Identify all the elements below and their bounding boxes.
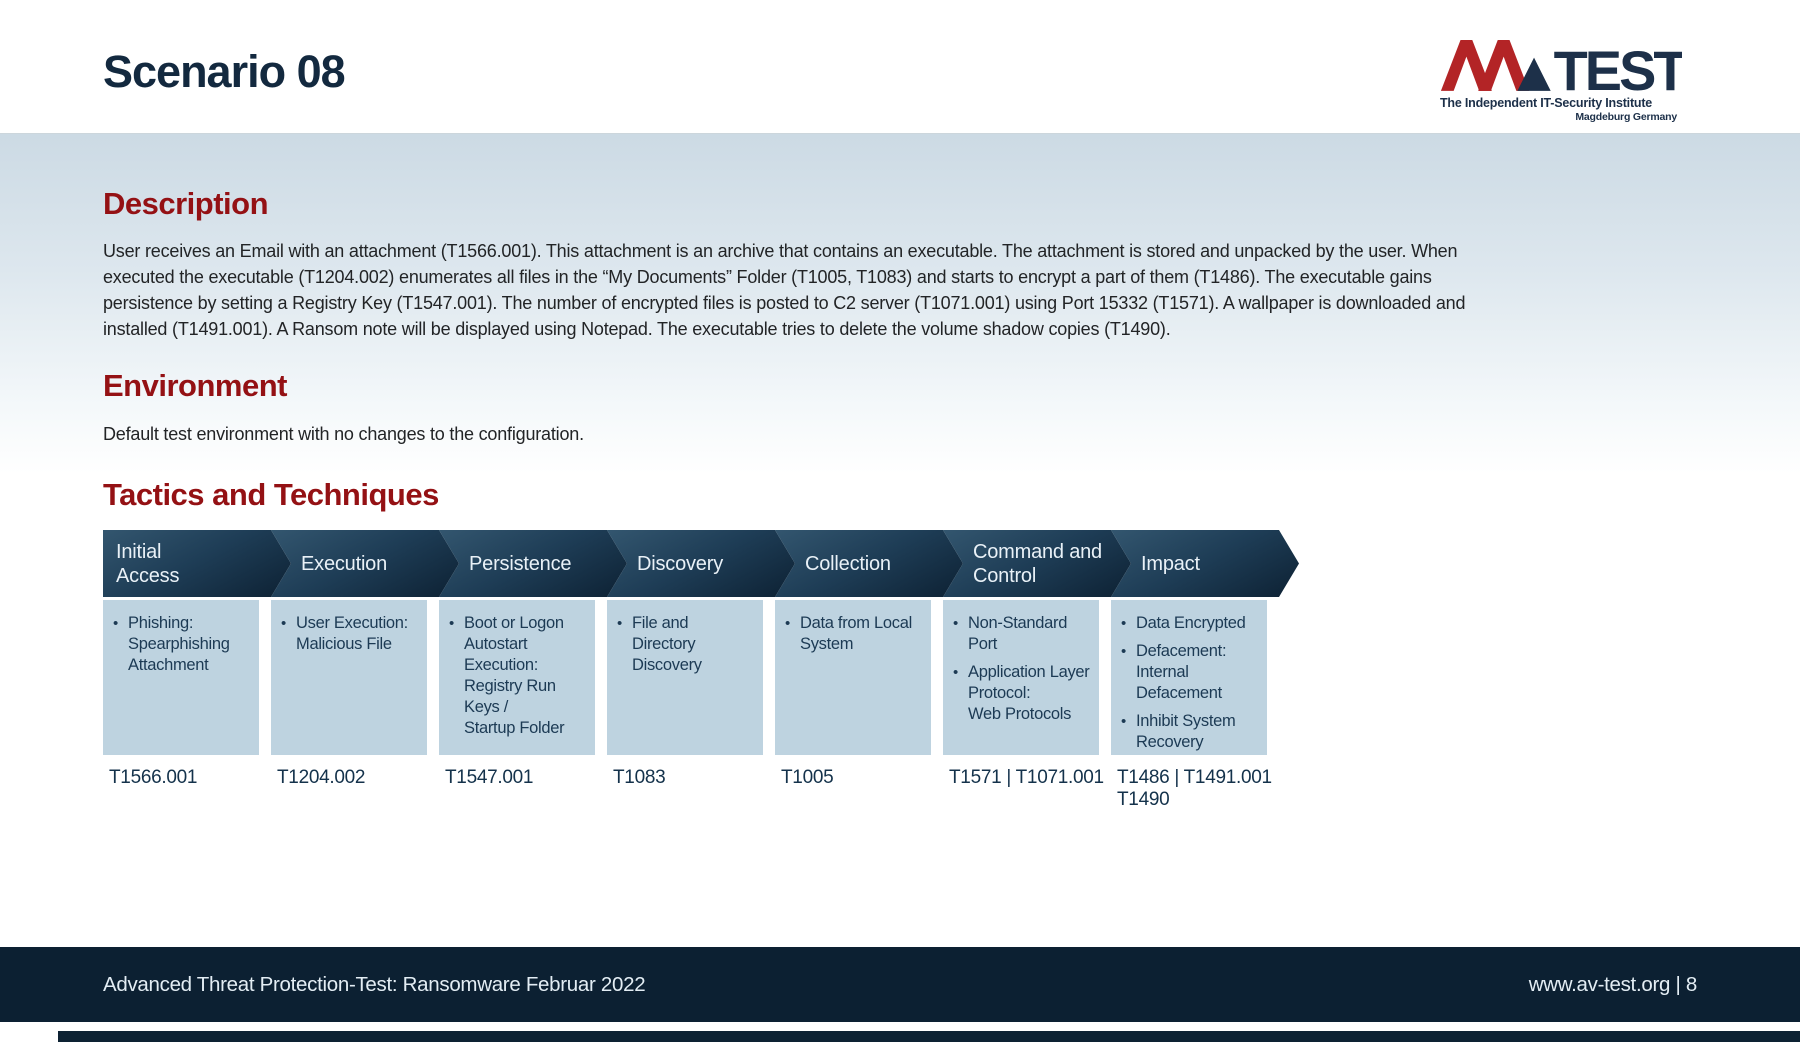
technique-item: • Data from Local System bbox=[785, 613, 923, 655]
technique-id: T1083 bbox=[613, 767, 666, 788]
bullet-icon: • bbox=[281, 615, 287, 632]
tactic-label: Collection bbox=[805, 552, 891, 575]
page-title: Scenario 08 bbox=[103, 46, 346, 97]
bullet-icon: • bbox=[1121, 713, 1127, 730]
bullet-icon: • bbox=[113, 615, 119, 632]
technique-text: Data Encrypted bbox=[1136, 614, 1246, 632]
bottom-accent-bar bbox=[58, 1031, 1800, 1042]
logo-triangle-icon bbox=[1517, 57, 1551, 91]
technique-text: Non-Standard Port bbox=[968, 614, 1068, 653]
environment-heading: Environment bbox=[103, 368, 287, 403]
avtest-logo-mark-icon: TEST bbox=[1440, 39, 1682, 93]
technique-id: T1566.001 bbox=[109, 767, 198, 788]
technique-text: Boot or Logon Autostart Execution: Regis… bbox=[464, 614, 565, 737]
bullet-icon: • bbox=[1121, 643, 1127, 660]
technique-id: T1005 bbox=[781, 767, 834, 788]
description-heading: Description bbox=[103, 186, 269, 221]
technique-item: • Phishing: Spearphishing Attachment bbox=[113, 613, 251, 676]
technique-item: • Defacement: Internal Defacement bbox=[1121, 641, 1259, 704]
description-body: User receives an Email with an attachmen… bbox=[103, 241, 1466, 339]
tactic-header-discovery: Discovery bbox=[607, 530, 795, 597]
bullet-icon: • bbox=[953, 664, 959, 681]
tactic-column-collection: Collection • Data from Local System T100… bbox=[775, 530, 963, 811]
technique-item: • Data Encrypted bbox=[1121, 613, 1259, 634]
tactic-label: Discovery bbox=[637, 552, 723, 575]
tactic-header-persistence: Persistence bbox=[439, 530, 627, 597]
techniques-cell: • User Execution: Malicious File bbox=[271, 600, 427, 755]
technique-item: • File and Directory Discovery bbox=[617, 613, 755, 676]
tactic-header-initial-access: Initial Access bbox=[103, 530, 291, 597]
technique-item: • Inhibit System Recovery bbox=[1121, 711, 1259, 753]
footer-url-page-number: www.av-test.org | 8 bbox=[1528, 972, 1698, 996]
bullet-icon: • bbox=[1121, 615, 1127, 632]
tactic-column-initial-access: Initial Access • Phishing: Spearphishing… bbox=[103, 530, 291, 811]
technique-text: Data from Local System bbox=[800, 614, 912, 653]
technique-id: T1571 | T1071.001 bbox=[949, 767, 1104, 788]
techniques-cell: • Boot or Logon Autostart Execution: Reg… bbox=[439, 600, 595, 755]
techniques-cell: • Data Encrypted • Defacement: Internal … bbox=[1111, 600, 1267, 755]
environment-body: Default test environment with no changes… bbox=[103, 424, 584, 444]
technique-id: T1204.002 bbox=[277, 767, 366, 788]
avtest-logo: TEST The Independent IT-Security Institu… bbox=[1437, 30, 1682, 123]
techniques-cell: • Data from Local System bbox=[775, 600, 931, 755]
tactic-column-impact: Impact • Data Encrypted • Defacement: In… bbox=[1111, 530, 1299, 811]
tactics-heading: Tactics and Techniques bbox=[103, 477, 439, 512]
tactic-label: Command and Control bbox=[973, 540, 1102, 587]
technique-text: Defacement: Internal Defacement bbox=[1136, 642, 1227, 702]
tactic-column-persistence: Persistence • Boot or Logon Autostart Ex… bbox=[439, 530, 627, 811]
tactics-table: Initial Access • Phishing: Spearphishing… bbox=[103, 530, 1299, 811]
tactic-label: Execution bbox=[301, 552, 388, 575]
technique-id: T1486 | T1491.001 T1490 bbox=[1117, 767, 1272, 810]
bullet-icon: • bbox=[449, 615, 455, 632]
tactic-header-impact: Impact bbox=[1111, 530, 1299, 597]
logo-location: Magdeburg Germany bbox=[1575, 111, 1677, 123]
bullet-icon: • bbox=[617, 615, 623, 632]
tactic-label: Persistence bbox=[469, 552, 572, 575]
page-header: Scenario 08 TEST The Independent IT-Secu… bbox=[0, 0, 1800, 134]
tactic-header-execution: Execution bbox=[271, 530, 459, 597]
technique-text: Inhibit System Recovery bbox=[1136, 712, 1236, 751]
techniques-cell: • Non-Standard Port • Application Layer … bbox=[943, 600, 1099, 755]
bullet-icon: • bbox=[785, 615, 791, 632]
tactics-row: Initial Access • Phishing: Spearphishing… bbox=[103, 530, 1299, 811]
technique-item: • User Execution: Malicious File bbox=[281, 613, 419, 655]
technique-text: Application Layer Protocol: Web Protocol… bbox=[968, 663, 1090, 723]
technique-item: • Boot or Logon Autostart Execution: Reg… bbox=[449, 613, 587, 739]
technique-id: T1547.001 bbox=[445, 767, 534, 788]
technique-item: • Application Layer Protocol: Web Protoc… bbox=[953, 662, 1091, 725]
techniques-cell: • File and Directory Discovery bbox=[607, 600, 763, 755]
content-gradient-background bbox=[0, 134, 1800, 474]
tactic-header-collection: Collection bbox=[775, 530, 963, 597]
technique-item: • Non-Standard Port bbox=[953, 613, 1091, 655]
logo-brand-text: TEST bbox=[1554, 39, 1682, 93]
footer-report-title: Advanced Threat Protection-Test: Ransomw… bbox=[103, 972, 646, 996]
tactic-column-execution: Execution • User Execution: Malicious Fi… bbox=[271, 530, 459, 811]
technique-text: File and Directory Discovery bbox=[632, 614, 702, 674]
page-footer: Advanced Threat Protection-Test: Ransomw… bbox=[0, 947, 1800, 1022]
tactic-label: Impact bbox=[1141, 552, 1200, 575]
tactic-header-command-and-control: Command and Control bbox=[943, 530, 1131, 597]
tactic-label: Initial Access bbox=[116, 540, 180, 587]
techniques-cell: • Phishing: Spearphishing Attachment bbox=[103, 600, 259, 755]
technique-text: Phishing: Spearphishing Attachment bbox=[128, 614, 230, 674]
tactic-column-command-and-control: Command and Control • Non-Standard Port … bbox=[943, 530, 1131, 811]
logo-tagline: The Independent IT-Security Institute bbox=[1440, 96, 1653, 110]
technique-text: User Execution: Malicious File bbox=[296, 614, 408, 653]
tactic-column-discovery: Discovery • File and Directory Discovery… bbox=[607, 530, 795, 811]
bullet-icon: • bbox=[953, 615, 959, 632]
